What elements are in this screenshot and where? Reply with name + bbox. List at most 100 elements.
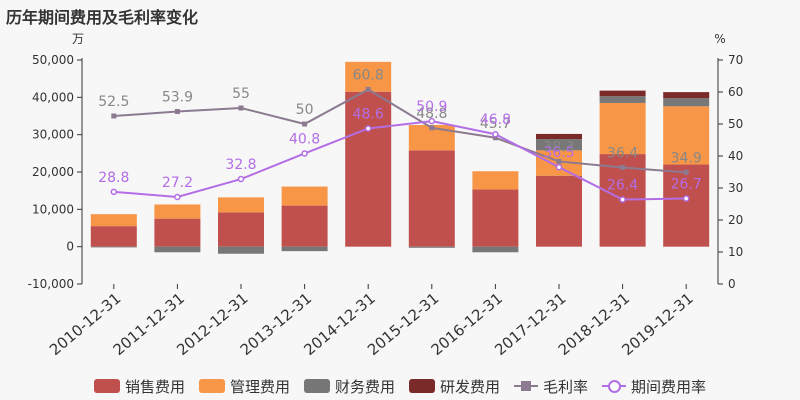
expense-rate-point [555,163,563,171]
legend-item[interactable]: 期间费用率 [602,376,706,397]
bar-segment [345,61,392,92]
gross-margin-point [620,165,626,171]
legend-item[interactable]: 管理费用 [198,376,290,397]
expense-rate-label: 48.6 [353,106,384,122]
legend-item[interactable]: 财务费用 [303,376,395,397]
legend-item[interactable]: 毛利率 [514,376,588,397]
bar-segment [345,91,392,247]
bar-segment [281,186,328,206]
expense-rate-label: 36.5 [543,145,574,161]
gross-margin-label: 45.7 [480,116,511,132]
gross-margin-point [365,86,371,92]
left-tick-label: -10,000 [28,277,74,291]
bar-segment [536,175,582,247]
expense-rate-point [301,150,308,157]
bar-segment [663,164,710,247]
gross-margin-point [238,105,244,111]
bar-segment [663,92,710,99]
legend-swatch [409,379,435,393]
gross-margin-label: 55 [232,86,250,102]
line-circle-marker-icon [602,379,627,393]
gross-margin-point [556,158,562,164]
bar-segment [154,218,201,247]
left-tick-label: 20,000 [32,165,74,179]
right-tick-label: 40 [728,149,743,163]
gross-margin-line [113,88,687,174]
legend-label: 销售费用 [124,377,185,396]
bar-segment [218,246,264,254]
gross-margin-point [683,169,689,175]
expense-rate-point [492,130,499,138]
bar-segment [90,246,137,248]
right-tick-label: 10 [728,245,743,259]
left-tick-label: 10,000 [32,202,74,216]
gross-margin-label: 50 [296,102,314,118]
bar-segment [154,246,201,253]
expense-rate-label: 40.8 [289,131,320,147]
expense-rate-line [113,120,687,201]
bar-segment [408,246,455,248]
bar-segment [599,96,646,103]
bar-segment [281,205,328,247]
legend-item[interactable]: 销售费用 [93,376,185,397]
expense-rate-point [237,175,245,183]
legend-item[interactable]: 研发费用 [409,376,500,397]
legend-swatch [198,379,225,393]
left-tick-label: 50,000 [32,53,74,67]
bar-segment [472,246,519,253]
gross-margin-point [174,109,180,115]
expense-rate-label: 50.9 [416,99,447,115]
legend-swatch [303,379,330,393]
gross-margin-label: 38.3 [543,139,574,155]
bar-segment [599,90,646,97]
bar-segment [663,98,710,107]
bar-segment [408,150,455,247]
right-tick-label: 30 [728,181,743,195]
left-tick-label: 40,000 [32,90,74,104]
expense-rate-label: 46.8 [480,112,511,128]
gross-margin-point [302,121,308,127]
expense-rate-label: 26.4 [607,178,638,194]
right-tick-label: 50 [728,117,743,131]
bar-segment [663,106,710,165]
chart-title: 历年期间费用及毛利率变化 [6,8,199,27]
legend-swatch [93,379,120,393]
gross-margin-label: 53.9 [162,90,193,106]
bar-segment [536,139,582,151]
expense-rate-label: 27.2 [162,175,193,191]
bar-segment [154,204,201,219]
expense-rate-point [174,193,181,201]
legend-label: 毛利率 [543,377,589,396]
bar-segment [599,102,646,155]
bar-segment [281,246,328,252]
left-tick-label: 0 [66,240,74,254]
bar-segment [472,171,519,190]
gross-margin-label: 48.8 [416,106,447,122]
right-tick-label: 0 [728,277,736,291]
gross-margin-point [492,135,498,141]
left-axis-unit: 万 [72,32,84,46]
right-tick-label: 60 [728,85,743,99]
expense-rate-point [364,125,372,132]
expense-rate-label: 32.8 [225,157,256,173]
line-square-marker-icon [514,379,539,393]
legend-label: 期间费用率 [631,377,707,396]
legend-label: 管理费用 [229,377,290,396]
bar-segment [472,189,519,247]
expense-rate-label: 26.7 [671,177,702,193]
expense-rate-point [428,117,436,125]
right-axis-unit: % [714,32,725,46]
left-tick-label: 30,000 [32,128,74,142]
gross-margin-point [429,125,435,131]
bar-segment [218,197,264,213]
gross-margin-label: 60.8 [353,67,384,83]
gross-margin-label: 36.4 [607,146,638,162]
chart-legend: 销售费用 管理费用 财务费用 研发费用 毛利率 期间费用率 [0,374,800,398]
gross-margin-point [111,113,117,119]
expense-rate-point [682,195,690,202]
gross-margin-label: 34.9 [671,150,702,166]
legend-label: 研发费用 [440,377,501,396]
bar-segment [90,214,137,227]
